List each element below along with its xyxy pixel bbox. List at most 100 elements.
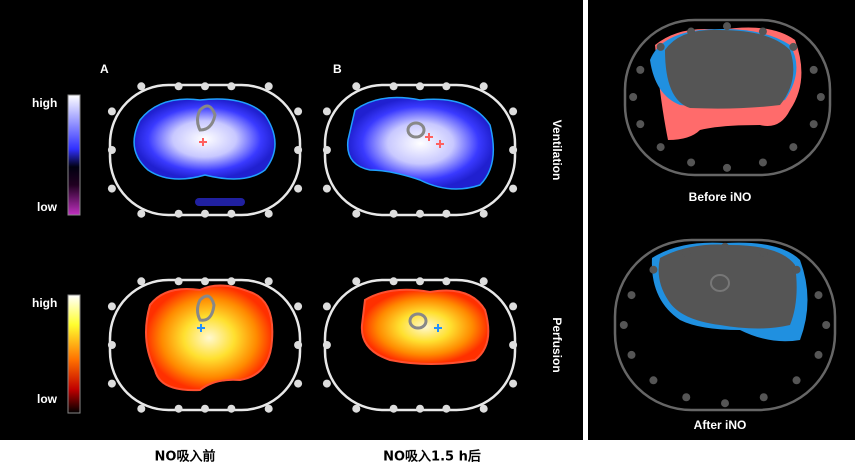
label-b: B [333,62,342,76]
electrode [789,143,798,152]
heart-outline [710,274,730,292]
label-a: A [100,62,109,76]
electrode [174,82,183,91]
chest-outline [623,18,832,177]
colorbar [67,294,81,414]
electrode [814,350,823,359]
electrode [509,341,518,349]
electrode [758,27,767,36]
electrode [687,27,696,36]
electrode [389,277,398,286]
electrode [723,163,731,172]
electrode [227,82,236,91]
ventilation-map [133,98,276,180]
electrode [721,399,729,408]
electrode [416,209,424,218]
scale-low: low [37,392,58,406]
row-title: Ventilation [550,120,564,181]
electrode [758,158,767,167]
electrode [107,184,116,193]
electrode [264,82,273,91]
perfusion-map [145,284,274,392]
electrode [107,379,116,388]
electrode [479,404,488,413]
electrode [416,82,424,91]
electrode [509,107,518,116]
electrode [322,184,331,193]
electrode [322,341,331,349]
markers [197,133,444,332]
electrode [201,82,209,91]
electrode [442,209,451,218]
electrode [201,404,209,413]
electrode [294,146,303,154]
electrode [636,120,645,129]
electrode [509,302,518,311]
electrode [721,242,729,251]
electrode [174,404,183,413]
electrode [479,209,488,218]
electrode [352,209,361,218]
caption: Before iNO [689,190,752,204]
overlay-map [665,29,794,109]
electrode [227,277,236,286]
electrode [682,393,691,402]
electrode [656,42,665,51]
electrode [442,82,451,91]
footer-caption: NO吸入前 [155,449,216,465]
electrode [627,291,636,300]
electrode [352,82,361,91]
electrode [174,209,183,218]
electrode [322,107,331,116]
electrode [201,209,209,218]
electrode [294,341,303,349]
electrode [264,277,273,286]
electrode [137,209,146,218]
ventilation-map [195,198,245,206]
caption: After iNO [694,418,747,432]
electrode [107,341,116,349]
electrode [687,158,696,167]
electrode [792,265,801,274]
electrode [792,376,801,385]
electrode [107,146,116,154]
electrode [264,209,273,218]
electrode [509,146,518,154]
electrode [294,184,303,193]
scale-low: low [37,200,58,214]
chest-outline [613,238,837,412]
electrode [479,82,488,91]
electrode [264,404,273,413]
heart-outline [196,104,428,330]
electrode [809,120,818,129]
ventilation-map [346,96,495,190]
electrode [649,376,658,385]
electrode [201,277,209,286]
electrode [509,379,518,388]
electrode [682,248,691,257]
footer-caption: NO吸入1.5 h后 [383,449,481,465]
electrode [723,22,731,31]
electrode [789,42,798,51]
electrode [294,379,303,388]
electrode [619,321,628,329]
colorbar [67,94,81,216]
electrode [137,404,146,413]
electrode [294,107,303,116]
electrode [759,393,768,402]
electrode [107,302,116,311]
scale-high: high [32,296,57,310]
electrode [389,82,398,91]
electrode [442,277,451,286]
electrode [509,184,518,193]
electrode [322,379,331,388]
electrode [479,277,488,286]
scale-high: high [32,96,57,110]
electrode [294,302,303,311]
left-panel [0,0,583,440]
electrode [352,277,361,286]
electrode [416,277,424,286]
electrode [227,404,236,413]
electrode [174,277,183,286]
electrode [322,146,331,154]
